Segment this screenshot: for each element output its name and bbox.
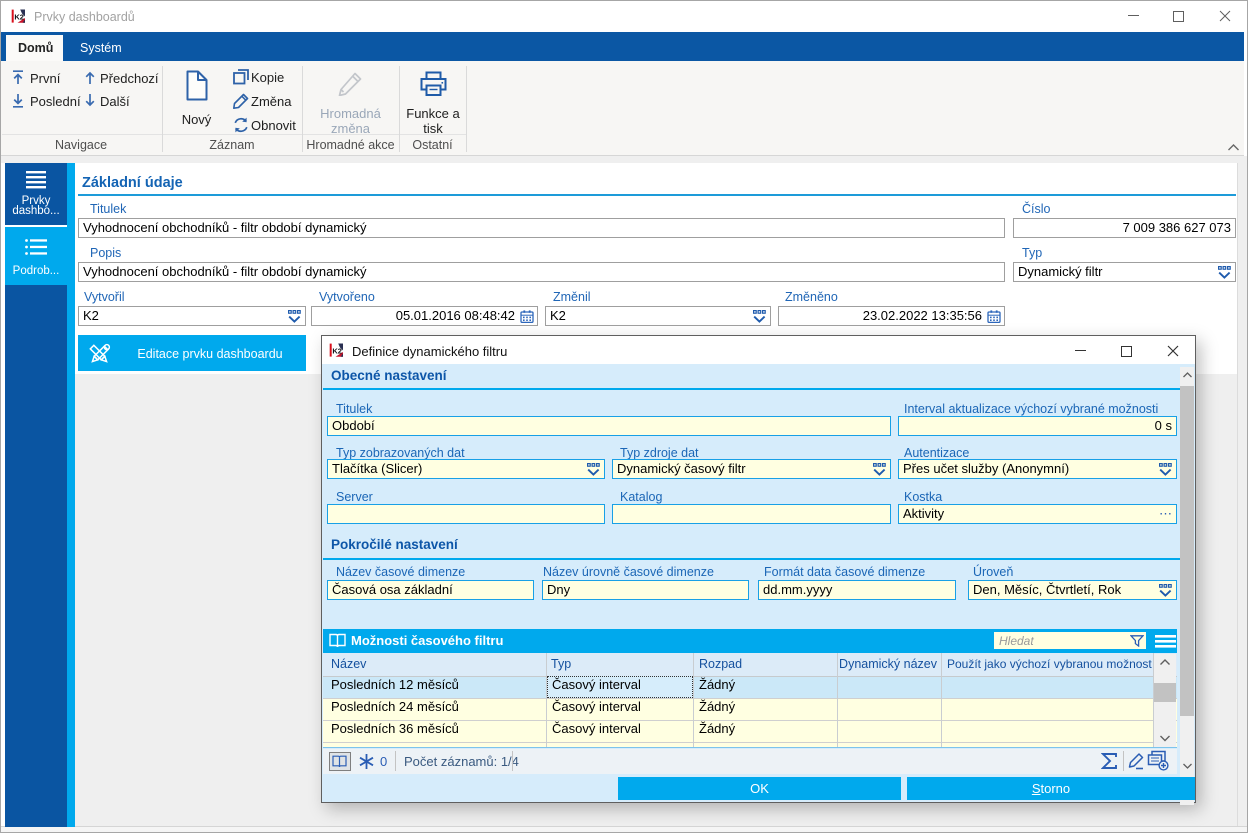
svg-text:K2: K2 (14, 12, 24, 21)
svg-text:K2: K2 (332, 346, 342, 355)
